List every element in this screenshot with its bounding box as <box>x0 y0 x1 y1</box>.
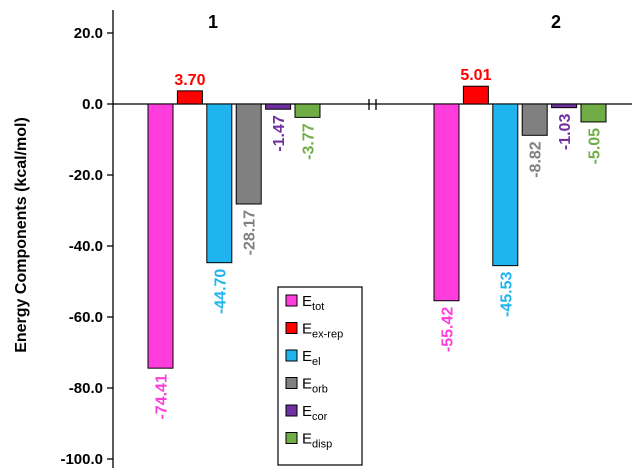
legend-entry-cor: Ecor <box>302 403 328 423</box>
bar-disp-2 <box>580 103 607 123</box>
data-label-disp: -5.05 <box>587 128 604 165</box>
legend-entry-el: Eel <box>302 348 321 368</box>
bar-el-1 <box>206 103 233 264</box>
y-axis-title: Energy Components (kcal/mol) <box>13 117 30 353</box>
legend-swatch-orb <box>285 377 298 389</box>
bar-ex-rep-1 <box>176 90 203 105</box>
y-tick-label: -60.0 <box>69 309 103 326</box>
legend-swatch-ex-rep <box>285 322 298 334</box>
y-tick-label: -20.0 <box>69 167 103 184</box>
legend-swatch-el <box>285 349 298 362</box>
y-tick-label: 20.0 <box>74 25 103 42</box>
bar-disp-1 <box>294 103 321 118</box>
legend-swatch-cor <box>285 404 298 417</box>
legend-entry-orb: Eorb <box>302 376 328 396</box>
data-label-disp: -3.77 <box>301 123 318 160</box>
legend-swatch-tot <box>285 294 298 307</box>
bar-cor-2 <box>551 103 578 109</box>
data-label-el: -44.70 <box>212 269 229 314</box>
group-label: 1 <box>208 12 218 32</box>
data-labels: -74.41 -55.42 3.70 5.01 -44.70 -45.53 -28.17 -8… <box>154 67 604 419</box>
bar-tot-1 <box>147 103 174 369</box>
data-label-el: -45.53 <box>498 272 515 317</box>
data-label-orb: -8.82 <box>528 141 545 178</box>
bar-orb-1 <box>235 103 262 205</box>
y-tick-label: -80.0 <box>69 380 103 397</box>
data-label-cor: -1.47 <box>271 115 288 152</box>
data-label-ex-rep: 5.01 <box>460 67 491 84</box>
bar-tot-2 <box>433 103 460 302</box>
y-tick-label: -100.0 <box>60 451 103 468</box>
bar-orb-2 <box>521 103 548 136</box>
group-label: 2 <box>551 12 561 32</box>
bar-el-2 <box>492 103 519 267</box>
data-label-cor: -1.03 <box>557 114 574 151</box>
legend-swatch-disp <box>285 432 298 444</box>
legend-entry-tot: Etot <box>302 293 324 313</box>
y-tick-label: -40.0 <box>69 238 103 255</box>
data-label-orb: -28.17 <box>242 210 259 255</box>
y-axis: 20.0 0.0 -20.0 -40.0 -60.0 -80.0 -100.0 <box>60 10 114 468</box>
data-label-tot: -55.42 <box>440 307 457 352</box>
bars <box>147 85 607 369</box>
bar-cor-1 <box>265 103 292 110</box>
data-label-ex-rep: 3.70 <box>174 72 205 89</box>
data-label-tot: -74.41 <box>154 374 171 419</box>
y-tick-label: 0.0 <box>82 96 103 113</box>
legend: Etot Eex-rep Eel Eorb Ecor Edisp <box>277 286 363 466</box>
bar-ex-rep-2 <box>462 85 489 105</box>
legend-entry-ex-rep: Eex-rep <box>302 321 343 341</box>
legend-entry-disp: Edisp <box>302 431 332 451</box>
